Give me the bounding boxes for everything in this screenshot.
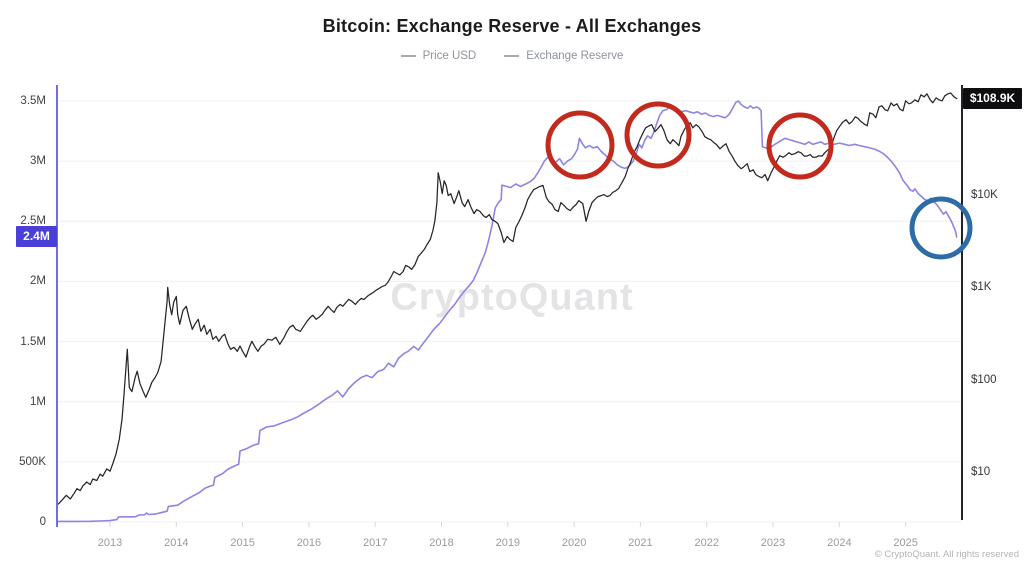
left-axis-tick-label: 1.5M [20,335,46,348]
x-axis-year-label: 2023 [760,537,786,549]
annotation-red-circle-2021 [624,101,692,169]
series-line-exchange-reserve[interactable] [57,100,958,523]
left-axis-tick-label: 0 [39,516,46,528]
series-line-price-usd[interactable] [57,92,958,505]
x-axis-year-label: 2013 [97,537,123,549]
right-axis-tick-label: $1K [971,281,992,293]
right-axis-tick-label: $10 [971,466,991,478]
left-axis-tick-label: 1M [30,395,46,408]
right-axis-tick-label: $100 [971,373,997,386]
legend-item-price-usd[interactable]: Price USD [400,50,477,62]
x-axis-year-label: 2017 [362,537,388,549]
x-axis-year-label: 2022 [694,537,719,549]
cryptoquant-watermark: CryptoQuant [390,276,634,319]
annotation-blue-circle-2025 [909,196,973,260]
x-axis-year-label: 2020 [561,537,587,549]
legend-label: Exchange Reserve [526,50,624,62]
x-axis-year-label: 2019 [495,537,521,549]
left-axis-tick-label: 3M [30,155,46,168]
legend-item-exchange-reserve[interactable]: Exchange Reserve [504,50,623,62]
left-axis-tick-label: 2.5M [20,215,46,228]
annotation-red-circle-2020 [545,110,615,180]
legend-dash-icon [400,55,416,57]
x-axis-year-label: 2018 [429,537,454,549]
price-current-value-badge: $108.9K [963,88,1022,110]
left-axis-tick-label: 500K [19,455,46,468]
page-title: Bitcoin: Exchange Reserve - All Exchange… [322,16,702,36]
left-axis-tick-label: 2M [30,275,46,288]
x-axis-year-label: 2016 [296,537,322,549]
x-axis-year-label: 2014 [164,537,189,549]
legend-label: Price USD [422,50,477,62]
x-axis-year-label: 2024 [827,537,852,549]
legend-dash-icon [504,55,520,57]
copyright-notice: © CryptoQuant. All rights reserved [874,549,1019,560]
x-axis-year-label: 2025 [893,537,918,549]
x-axis-year-label: 2015 [230,537,255,549]
left-axis-tick-label: 3.5M [20,95,46,107]
right-axis-tick-label: $10K [971,188,998,201]
x-axis-year-label: 2021 [628,537,653,549]
chart-legend: Price USD Exchange Reserve [0,50,1024,62]
annotation-red-circle-2023 [766,112,834,180]
reserve-current-value-badge: 2.4M [16,226,57,248]
